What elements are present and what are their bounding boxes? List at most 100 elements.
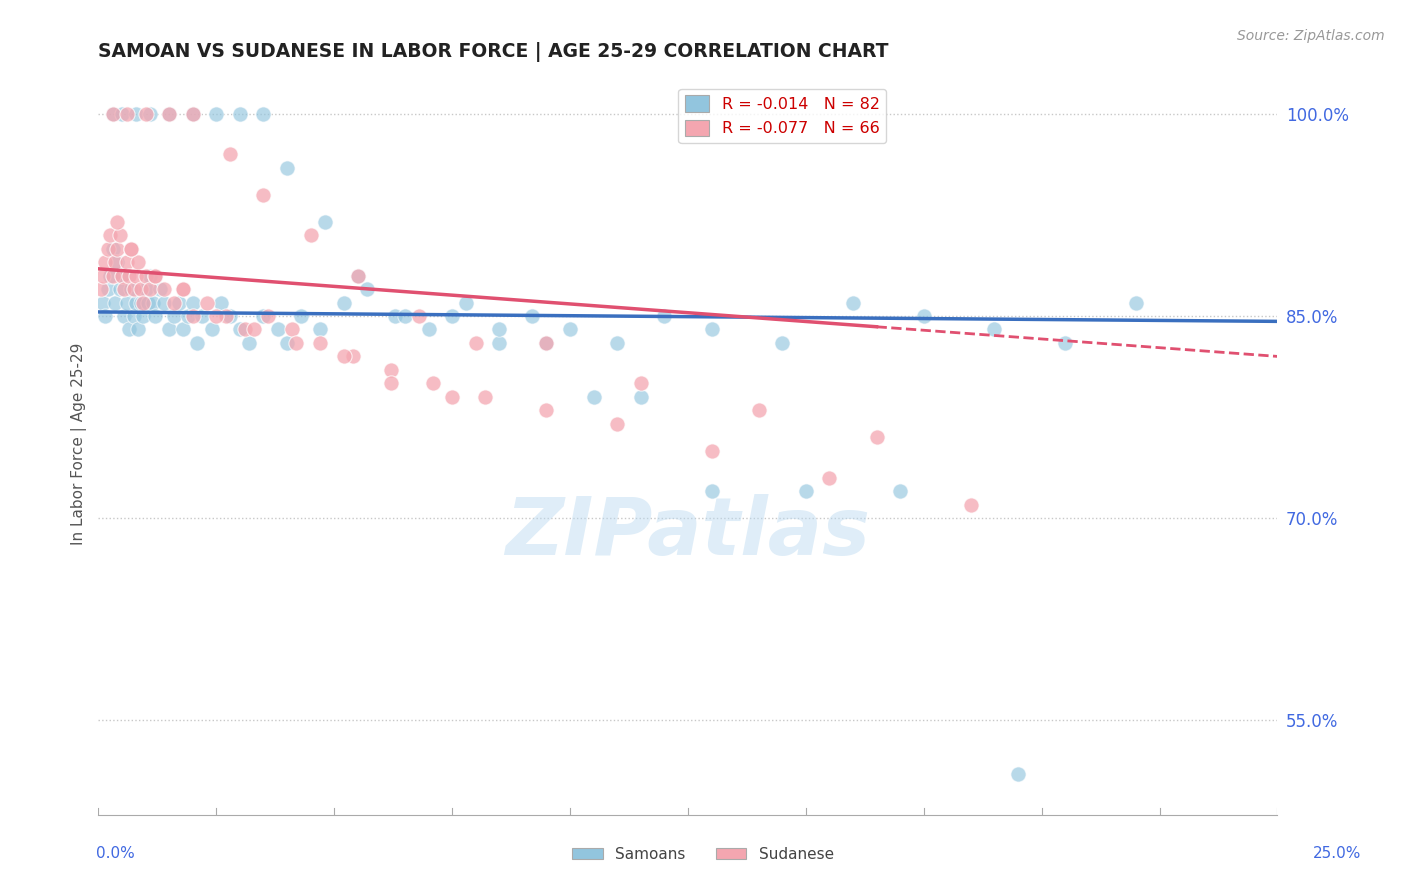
Point <box>488 322 510 336</box>
Point <box>125 107 148 121</box>
Point <box>108 228 131 243</box>
Point <box>441 390 464 404</box>
Legend: R = -0.014   N = 82, R = -0.077   N = 66: R = -0.014 N = 82, R = -0.077 N = 66 <box>679 89 886 143</box>
Point <box>98 268 121 283</box>
Point <box>536 403 558 417</box>
Point <box>91 268 114 283</box>
Point <box>172 282 194 296</box>
Point <box>299 228 322 243</box>
Point <box>394 309 416 323</box>
Point <box>794 484 817 499</box>
Point <box>195 295 218 310</box>
Text: SAMOAN VS SUDANESE IN LABOR FORCE | AGE 25-29 CORRELATION CHART: SAMOAN VS SUDANESE IN LABOR FORCE | AGE … <box>98 42 889 62</box>
Point <box>115 255 138 269</box>
Point <box>112 309 135 323</box>
Point <box>172 322 194 336</box>
Point <box>111 268 134 283</box>
Point <box>209 295 232 310</box>
Point <box>200 322 222 336</box>
Point <box>441 309 464 323</box>
Point <box>118 268 141 283</box>
Point <box>163 295 186 310</box>
Point <box>456 295 478 310</box>
Point <box>134 107 156 121</box>
Point <box>181 295 204 310</box>
Point <box>101 107 124 121</box>
Point <box>143 268 166 283</box>
Point <box>1054 335 1077 350</box>
Y-axis label: In Labor Force | Age 25-29: In Labor Force | Age 25-29 <box>72 343 87 545</box>
Point <box>522 309 544 323</box>
Point <box>181 309 204 323</box>
Point <box>122 282 145 296</box>
Point <box>143 309 166 323</box>
Point <box>129 282 152 296</box>
Point <box>120 282 142 296</box>
Point <box>276 335 298 350</box>
Point <box>181 107 204 121</box>
Point <box>700 484 723 499</box>
Point <box>191 309 214 323</box>
Point <box>177 309 200 323</box>
Point <box>104 295 127 310</box>
Point <box>157 322 180 336</box>
Point <box>238 335 260 350</box>
Point <box>111 268 134 283</box>
Text: 0.0%: 0.0% <box>96 846 135 861</box>
Point <box>134 282 156 296</box>
Point <box>91 295 114 310</box>
Point <box>205 107 228 121</box>
Point <box>127 255 149 269</box>
Point <box>98 228 121 243</box>
Point <box>134 268 156 283</box>
Point <box>558 322 581 336</box>
Point <box>983 322 1005 336</box>
Text: 25.0%: 25.0% <box>1313 846 1361 861</box>
Point <box>229 107 252 121</box>
Text: ZIPatlas: ZIPatlas <box>505 494 870 572</box>
Point <box>205 309 228 323</box>
Point <box>101 242 124 256</box>
Point <box>233 322 256 336</box>
Point <box>136 295 159 310</box>
Point <box>474 390 496 404</box>
Point <box>115 107 138 121</box>
Point <box>104 255 127 269</box>
Point <box>153 295 176 310</box>
Point <box>167 295 190 310</box>
Point <box>105 242 128 256</box>
Point <box>94 309 117 323</box>
Point <box>219 309 242 323</box>
Point <box>97 242 120 256</box>
Point <box>1007 767 1029 781</box>
Point <box>163 309 186 323</box>
Point <box>346 268 368 283</box>
Point <box>380 363 402 377</box>
Point <box>139 268 162 283</box>
Point <box>125 295 148 310</box>
Point <box>630 390 652 404</box>
Point <box>105 214 128 228</box>
Point <box>606 417 628 431</box>
Point <box>142 295 165 310</box>
Point <box>700 443 723 458</box>
Point <box>94 255 117 269</box>
Point <box>332 295 354 310</box>
Point <box>215 309 238 323</box>
Point <box>380 376 402 391</box>
Point <box>960 498 983 512</box>
Point <box>132 309 155 323</box>
Point <box>181 107 204 121</box>
Point <box>408 309 430 323</box>
Point <box>157 107 180 121</box>
Point <box>1125 295 1147 310</box>
Point <box>243 322 266 336</box>
Point <box>266 322 288 336</box>
Point <box>111 107 134 121</box>
Point <box>309 335 332 350</box>
Point <box>285 335 308 350</box>
Point <box>157 107 180 121</box>
Point <box>356 282 378 296</box>
Point <box>101 107 124 121</box>
Point <box>118 322 141 336</box>
